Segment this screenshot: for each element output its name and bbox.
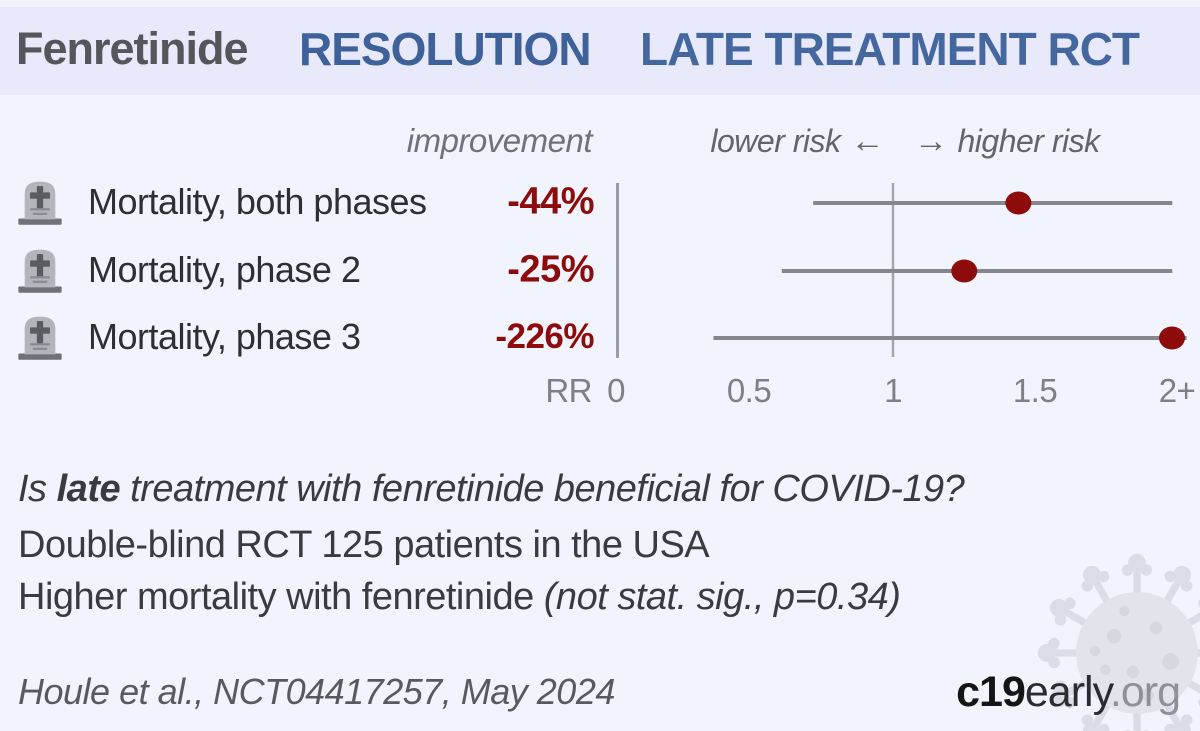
question-line: Is late treatment with fenretinide benef… [18, 468, 965, 511]
tombstone-icon [13, 242, 67, 301]
outcome-label: Mortality, both phases [88, 181, 427, 223]
axis-tick-0: 0 [607, 372, 625, 409]
outcome-row: Mortality, phase 2 -25% [0, 242, 620, 300]
left-arrow-icon: ← [850, 122, 885, 160]
improvement-value: -226% [495, 317, 594, 357]
treatment-stage: LATE TREATMENT RCT [640, 22, 1140, 75]
rr-axis-label: RR [545, 372, 592, 409]
virus-spike [1081, 565, 1111, 605]
header-band: Fenretinide RESOLUTION LATE TREATMENT RC… [0, 7, 1200, 95]
outcome-row: Mortality, both phases -44% [0, 174, 620, 232]
axis-tick-2+: 2+ [1158, 372, 1196, 409]
right-arrow-icon: → [914, 122, 948, 160]
question-prefix: Is [18, 468, 57, 510]
higher-risk-label: higher risk [957, 123, 1101, 159]
question-emphasis: late [56, 468, 121, 510]
logo-c19: c19 [956, 668, 1026, 716]
virus-spike [1049, 679, 1089, 709]
question-rest: treatment with fenretinide beneficial fo… [120, 468, 965, 510]
virus-spike [1121, 553, 1153, 597]
virus-spike [1163, 701, 1193, 731]
virus-spike [1081, 701, 1111, 731]
improvement-value: -44% [507, 180, 594, 223]
drug-name: Fenretinide [16, 22, 249, 74]
rr-point [1159, 326, 1185, 350]
logo-early: early [1024, 668, 1111, 716]
study-design-line: Double-blind RCT 125 patients in the USA [18, 524, 710, 566]
tombstone-icon [13, 309, 67, 368]
rr-point [1005, 191, 1032, 215]
axis-tick-1.5: 1.5 [1012, 372, 1058, 409]
outcome-label: Mortality, phase 3 [88, 316, 361, 358]
c19early-logo: c19early.org [956, 668, 1181, 717]
risk-direction-header: lower risk ← → higher risk [710, 122, 1101, 161]
tombstone-icon [13, 174, 67, 233]
series-layer [713, 191, 1187, 350]
virus-spike [1037, 637, 1081, 669]
outcome-row: Mortality, phase 3 -226% [0, 309, 620, 367]
logo-org: .org [1109, 668, 1181, 716]
virus-spike [1049, 597, 1089, 627]
axis-tick-0.5: 0.5 [726, 372, 772, 409]
study-citation: Houle et al., NCT04417257, May 2024 [18, 671, 615, 712]
result-line: Higher mortality with fenretinide (not s… [18, 576, 901, 619]
significance-note: (not stat. sig., p=0.34) [543, 576, 901, 618]
axis-tick-1: 1 [884, 372, 902, 409]
lower-risk-label: lower risk [710, 123, 841, 159]
virus-spike [1163, 565, 1193, 605]
improvement-value: -25% [507, 248, 594, 291]
improvement-column-header: improvement [406, 122, 593, 159]
trial-name: RESOLUTION [299, 22, 592, 75]
rr-point [951, 259, 978, 283]
outcome-label: Mortality, phase 2 [88, 249, 361, 291]
result-text: Higher mortality with fenretinide [18, 576, 544, 618]
